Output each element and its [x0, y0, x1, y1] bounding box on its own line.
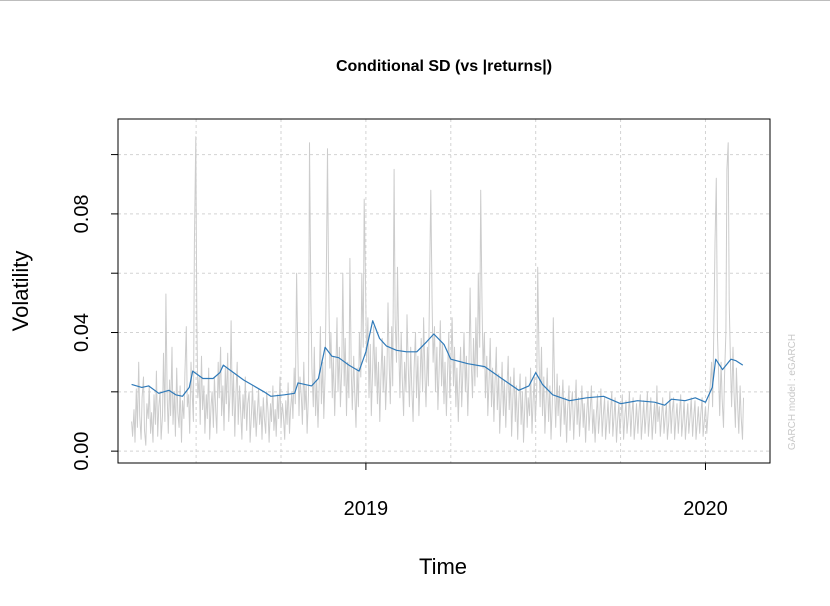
y-axis-label: Volatility	[8, 251, 33, 332]
series-abs-returns-line	[131, 136, 744, 446]
y-tick-label-0: 0.00	[71, 432, 93, 471]
model-caption: GARCH model : eGARCH	[787, 334, 798, 450]
y-tick-label-1: 0.04	[71, 313, 93, 352]
window-top-border	[0, 0, 830, 1]
series-conditional-sd-line	[131, 320, 744, 406]
x-tick-label-1: 2020	[683, 498, 728, 520]
chart-title: Conditional SD (vs |returns|)	[336, 58, 552, 75]
x-tick-label-0: 2019	[344, 498, 389, 520]
series-layer	[131, 136, 744, 446]
plot-frame	[117, 118, 771, 464]
y-tick-label-2: 0.08	[71, 194, 93, 233]
x-axis-label: Time	[419, 554, 467, 579]
axes: 0.00 0.04 0.08 2019 2020	[71, 154, 728, 520]
